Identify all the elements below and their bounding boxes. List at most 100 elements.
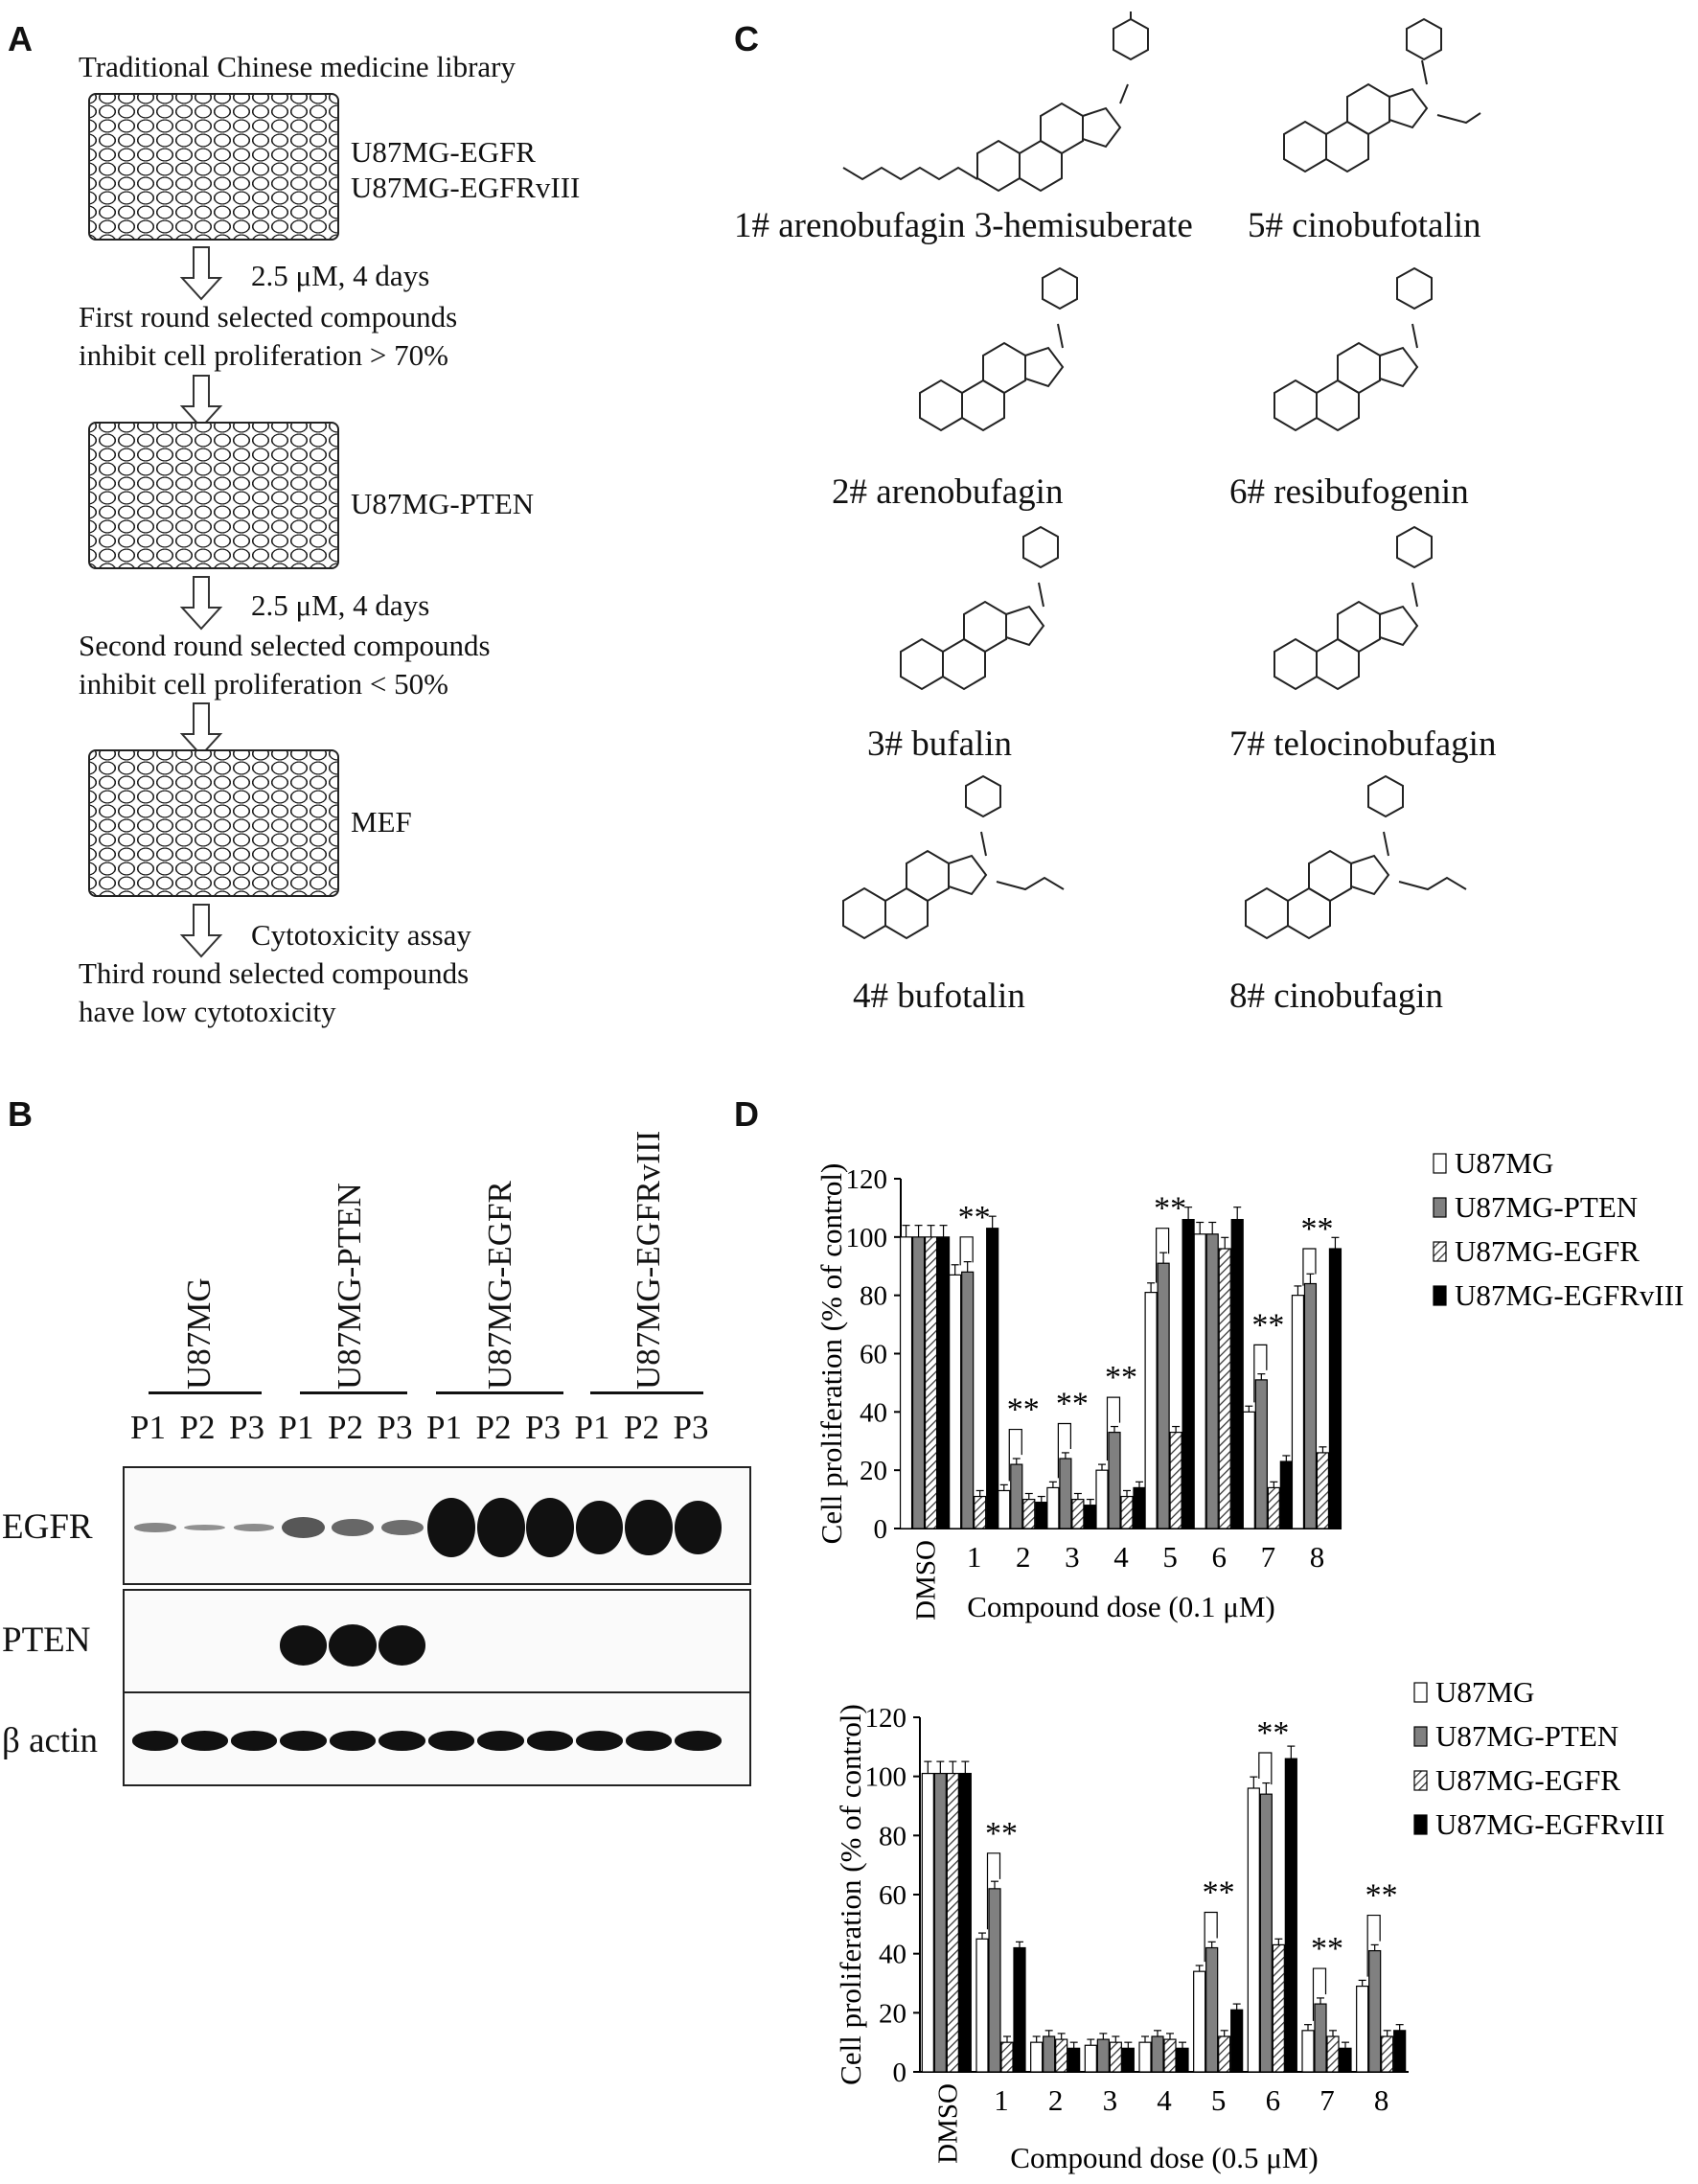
significance-marker: **: [1251, 1307, 1284, 1343]
actin-band: [181, 1731, 228, 1751]
structure-7-drawing: [1274, 525, 1433, 691]
bar-u87mg: [1247, 1787, 1260, 2073]
structure-5-drawing: [1283, 17, 1481, 173]
legend-swatch: [1433, 1153, 1447, 1174]
group-underline-4: [590, 1391, 703, 1394]
blot-row-label-egfr: EGFR: [2, 1507, 93, 1547]
legend-swatch: [1413, 1814, 1428, 1835]
down-arrow-icon-1: [179, 246, 223, 301]
egfr-band: [427, 1498, 475, 1557]
bar-u87mg: [1046, 1486, 1060, 1529]
significance-marker: **: [1154, 1191, 1186, 1227]
x-tick-label: 6: [1266, 2083, 1281, 2117]
bar-u87mg-egfr: [1381, 2035, 1394, 2073]
bar-u87mg-egfrviii: [1328, 1248, 1342, 1529]
bar-u87mg: [1356, 1985, 1369, 2073]
y-tick-label: 60: [860, 1340, 887, 1370]
bar-u87mg-pten: [961, 1271, 975, 1529]
bar-u87mg-egfr: [924, 1236, 938, 1529]
pten-band: [329, 1624, 377, 1667]
group-underline-1: [149, 1391, 262, 1394]
group-underline-2: [300, 1391, 407, 1394]
bar-u87mg-egfrviii: [1084, 1505, 1097, 1529]
down-arrow-icon-4: [179, 702, 223, 757]
bar-u87mg: [921, 1772, 934, 2073]
bar-u87mg-egfr: [1071, 1498, 1085, 1529]
bar-u87mg-egfrviii: [936, 1236, 951, 1529]
significance-marker: **: [1105, 1360, 1137, 1395]
y-tick-label: 20: [879, 1998, 906, 2029]
lane-label: P1: [574, 1409, 610, 1446]
lane-label: P2: [475, 1409, 512, 1446]
bar-u87mg-pten: [1303, 1282, 1318, 1529]
y-tick-label: 120: [865, 1703, 907, 1734]
y-tick-label: 100: [865, 1762, 907, 1793]
compound-name-3: 3# bufalin: [867, 724, 1013, 764]
bar-u87mg-egfrviii: [1230, 1218, 1244, 1529]
lane-label: P2: [328, 1409, 363, 1446]
down-arrow-icon-5: [179, 904, 223, 958]
cell-line-label-4: U87MG-EGFRvIII: [630, 1130, 667, 1390]
y-tick-label: 100: [846, 1223, 888, 1253]
legend-label: U87MG-EGFR: [1435, 1763, 1620, 1797]
y-tick-label: 0: [893, 2058, 907, 2088]
structure-6-drawing: [1274, 266, 1433, 432]
legend-label: U87MG: [1435, 1675, 1534, 1709]
compound-name-4: 4# bufotalin: [853, 977, 1025, 1016]
legend-label: U87MG-PTEN: [1455, 1190, 1638, 1224]
bar-u87mg-egfr: [1055, 2038, 1068, 2073]
legend-label: U87MG-PTEN: [1435, 1719, 1618, 1753]
library-title: Traditional Chinese medicine library: [79, 50, 516, 83]
egfr-band: [625, 1499, 673, 1556]
x-tick-label: 1: [967, 1540, 981, 1574]
plate3-line: MEF: [351, 805, 412, 839]
legend-swatch: [1433, 1197, 1447, 1218]
x-tick-label: 2: [1016, 1540, 1031, 1574]
actin-blot-strip: [123, 1691, 751, 1786]
bar-u87mg-egfr: [1000, 2041, 1014, 2073]
bar-u87mg-egfrviii: [986, 1228, 999, 1529]
egfr-band: [184, 1524, 225, 1531]
y-tick-label: 0: [874, 1514, 888, 1545]
lane-label: P1: [278, 1409, 314, 1446]
bar-u87mg-egfrviii: [1013, 1946, 1026, 2073]
egfr-band: [282, 1517, 325, 1538]
lane-label: P3: [377, 1409, 413, 1446]
compound-name-7: 7# telocinobufagin: [1229, 724, 1497, 764]
blot-row-label-pten: PTEN: [2, 1621, 91, 1660]
bar-u87mg-egfrviii: [1284, 1758, 1297, 2073]
bar-u87mg: [1144, 1292, 1158, 1529]
cell-line-label-1: U87MG: [180, 1277, 218, 1390]
actin-band: [280, 1731, 327, 1751]
significance-bracket: [1366, 1914, 1381, 1977]
bar-u87mg-egfrviii: [1393, 2030, 1407, 2073]
y-tick-label: 20: [860, 1456, 887, 1486]
lane-label: P3: [525, 1409, 561, 1446]
bar-u87mg-pten: [1059, 1458, 1072, 1529]
structure-3-drawing: [900, 525, 1059, 691]
significance-marker: **: [958, 1200, 991, 1235]
bar-u87mg-egfr: [974, 1495, 987, 1529]
round3-line-2: have low cytotoxicity: [79, 995, 336, 1028]
pten-band: [378, 1625, 426, 1666]
significance-marker: **: [1311, 1931, 1343, 1966]
plate-96-well-2: [88, 422, 339, 569]
x-tick-label: DMSO: [932, 2083, 963, 2164]
bar-u87mg: [1030, 2041, 1044, 2073]
egfr-band: [674, 1501, 723, 1554]
bar-u87mg-egfr: [1267, 1486, 1280, 1529]
bar-u87mg-egfr: [946, 1772, 959, 2073]
round3-line-1: Third round selected compounds: [79, 956, 470, 990]
x-tick-label: DMSO: [911, 1540, 942, 1621]
x-tick-label: 4: [1157, 2083, 1172, 2117]
y-tick-label: 40: [879, 1940, 906, 1970]
group-underline-3: [436, 1391, 563, 1394]
y-axis-title: Cell proliferation (% of control): [815, 1163, 848, 1545]
significance-bracket: [1057, 1422, 1071, 1479]
bar-u87mg-pten: [1259, 1793, 1273, 2073]
bar-u87mg: [1301, 2030, 1315, 2073]
compound-name-2: 2# arenobufagin: [832, 472, 1064, 512]
x-tick-label: 4: [1113, 1540, 1129, 1574]
bar-u87mg: [1193, 1233, 1206, 1529]
egfr-blot-strip: [123, 1466, 751, 1585]
